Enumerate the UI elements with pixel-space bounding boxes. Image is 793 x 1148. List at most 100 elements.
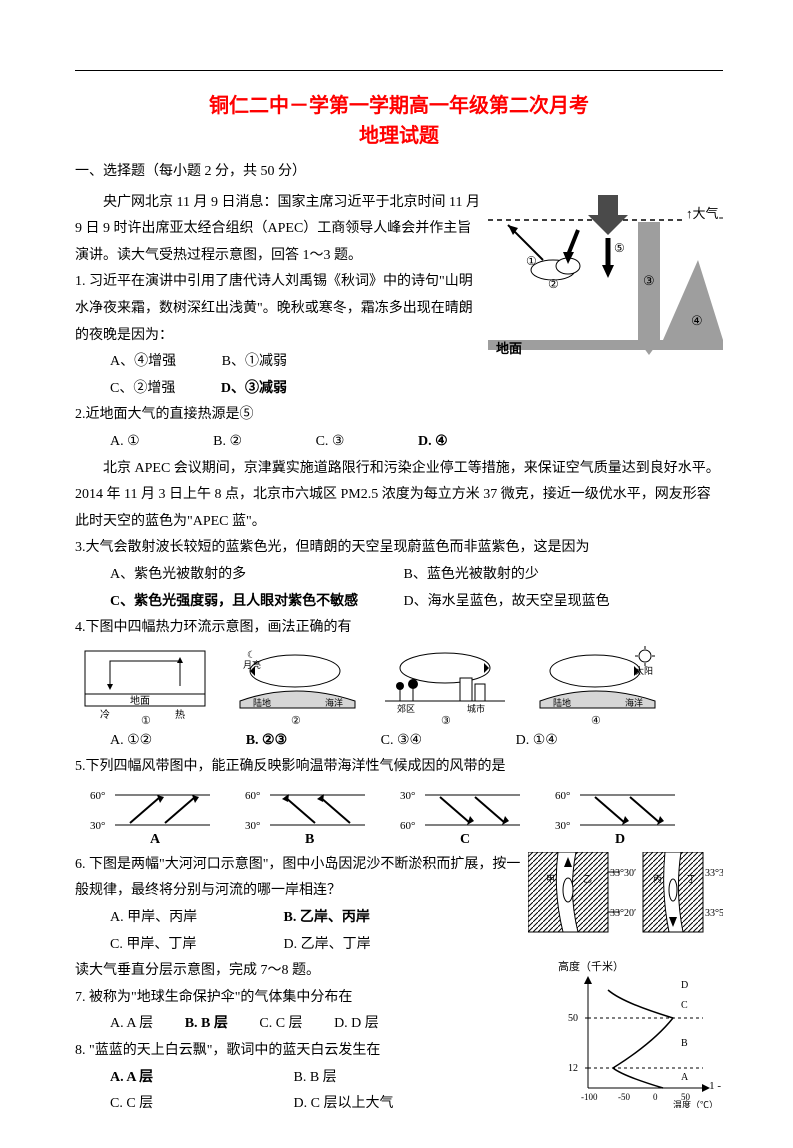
svg-text:30°: 30° [400,790,415,802]
svg-text:60°: 60° [90,790,105,802]
q4-opt-d: D. ①④ [516,728,558,755]
svg-text:热: 热 [175,708,185,721]
svg-text:②: ② [291,715,301,726]
svg-text:C: C [681,1000,688,1011]
q1-opt-a: A、④增强 [110,349,176,376]
q1-options-row2: C、②增强 D、③减弱 [75,376,723,403]
svg-text:⑤: ⑤ [614,241,625,255]
svg-text:↑大气上界: ↑大气上界 [686,206,723,221]
svg-text:城市: 城市 [467,703,485,714]
exam-title: 铜仁二中－学第一学期高一年级第二次月考 地理试题 [75,91,723,151]
svg-text:60°: 60° [555,790,570,802]
svg-text:B: B [681,1038,688,1049]
q3-opt-d: D、海水呈蓝色，故天空呈现蓝色 [404,589,610,616]
svg-text:甲: 甲 [546,874,555,884]
svg-text:D: D [681,980,688,991]
svg-text:地面: 地面 [130,694,150,707]
q2-opt-c: C. ③ [316,429,345,456]
svg-text:12: 12 [568,1063,578,1074]
svg-text:地面: 地面 [496,341,522,356]
svg-text:丁: 丁 [687,874,696,884]
svg-text:-100: -100 [581,1092,598,1102]
svg-text:乙: 乙 [583,874,592,884]
svg-text:D: D [615,832,625,847]
svg-text:-50: -50 [618,1092,630,1102]
svg-text:③: ③ [441,715,451,726]
q3-options-row2: C、紫色光强度弱，且人眼对紫色不敏感 D、海水呈蓝色，故天空呈现蓝色 [75,589,723,616]
q3-options-row1: A、紫色光被散射的多 B、蓝色光被散射的少 [75,562,723,589]
svg-text:33°50′: 33°50′ [705,908,723,919]
q4-stem: 4.下图中四幅热力环流示意图，画法正确的有 [75,615,723,642]
svg-text:A: A [681,1072,689,1083]
svg-text:陆地: 陆地 [553,697,571,708]
exam-page: 铜仁二中－学第一学期高一年级第二次月考 地理试题 一、选择题（每小题 2 分，共… [0,0,793,1148]
q4-diagram: 地面 冷 热 ① ☾ 月亮 陆地 海洋 ② [75,646,723,726]
q6-opt-d: D. 乙岸、丁岸 [284,932,371,959]
q2-opt-a: A. ① [110,429,140,456]
svg-text:海洋: 海洋 [325,697,343,708]
q7-opt-b: B. B 层 [185,1011,228,1038]
q5-stem: 5.下列四幅风带图中，能正确反映影响温带海洋性气候成因的风带的是 [75,754,723,781]
q4-opt-a: A. ①② [110,728,152,755]
q4-opt-c: C. ③④ [381,728,422,755]
q1-opt-b: B、①减弱 [222,349,287,376]
svg-text:30°: 30° [555,820,570,832]
q3-opt-c: C、紫色光强度弱，且人眼对紫色不敏感 [110,589,400,616]
svg-text:A: A [150,832,161,847]
top-rule [75,70,723,71]
q6-opt-a: A. 甲岸、丙岸 [110,905,280,932]
q4-options: A. ①② B. ②③ C. ③④ D. ①④ [75,728,723,755]
q8-opt-c: C. C 层 [110,1091,290,1118]
q3-opt-b: B、蓝色光被散射的少 [404,562,539,589]
title-line-1: 铜仁二中－学第一学期高一年级第二次月考 [75,91,723,121]
q7-opt-d: D. D 层 [334,1011,379,1038]
q3-stem: 3.大气会散射波长较短的蓝紫色光，但晴朗的天空呈现蔚蓝色而非蓝紫色，这是因为 [75,535,723,562]
page-number: - 1 - [703,1080,721,1092]
svg-text:陆地: 陆地 [253,697,271,708]
section-1-heading: 一、选择题（每小题 2 分，共 50 分） [75,159,723,186]
svg-text:高度（千米）: 高度（千米） [558,959,624,973]
svg-text:月亮: 月亮 [243,659,261,670]
svg-text:郊区: 郊区 [397,703,415,714]
svg-text:冷: 冷 [100,708,110,721]
svg-text:50: 50 [568,1013,578,1024]
svg-text:④: ④ [591,715,601,726]
svg-text:海洋: 海洋 [625,697,643,708]
q1-opt-c: C、②增强 [110,376,175,403]
svg-text:③: ③ [643,273,655,288]
q2-stem: 2.近地面大气的直接热源是⑤ [75,402,723,429]
q7-opt-c: C. C 层 [259,1011,302,1038]
svg-text:33°30′: 33°30′ [705,868,723,879]
svg-text:B: B [305,832,314,847]
svg-text:30°: 30° [90,820,105,832]
q5-diagram: 60° 30° A 60° 30° B 30° 60° C [75,785,723,850]
q8-opt-d: D. C 层以上大气 [294,1091,394,1118]
q6-opt-b: B. 乙岸、丙岸 [284,905,370,932]
q1-opt-d: D、③减弱 [221,376,287,403]
svg-text:丙: 丙 [653,874,662,884]
q2-opt-b: B. ② [213,429,242,456]
svg-text:④: ④ [691,313,703,328]
svg-text:①: ① [141,715,151,726]
q6-diagram: 甲 乙 33°30′ 33°20′ 丙 丁 33°30′ 33°50′ [528,852,723,942]
q2-opt-d: D. ④ [418,429,448,456]
intro-2: 北京 APEC 会议期间，京津冀实施道路限行和污染企业停工等措施，来保证空气质量… [75,456,723,536]
svg-text:C: C [460,832,470,847]
svg-text:0: 0 [653,1092,658,1102]
q6-opt-c: C. 甲岸、丁岸 [110,932,280,959]
q2-options: A. ① B. ② C. ③ D. ④ [75,429,723,456]
q8-opt-a: A. A 层 [110,1065,290,1092]
svg-text:太阳: 太阳 [635,665,653,676]
atmosphere-heating-diagram: ↑大气上界 地面 ④ ③ ① ② ⑤ [488,190,723,370]
svg-text:温度（℃）: 温度（℃） [673,1099,718,1108]
q3-opt-a: A、紫色光被散射的多 [110,562,400,589]
svg-text:②: ② [548,277,559,291]
svg-text:30°: 30° [245,820,260,832]
q78-diagram: 高度（千米） 12 50 -100 -50 0 50 温度（℃） A B C D [553,958,723,1113]
title-line-2: 地理试题 [75,121,723,151]
svg-text:33°20′: 33°20′ [610,908,636,919]
q7-opt-a: A. A 层 [110,1011,153,1038]
q4-opt-b: B. ②③ [246,728,287,755]
svg-text:33°30′: 33°30′ [610,868,636,879]
svg-text:60°: 60° [245,790,260,802]
